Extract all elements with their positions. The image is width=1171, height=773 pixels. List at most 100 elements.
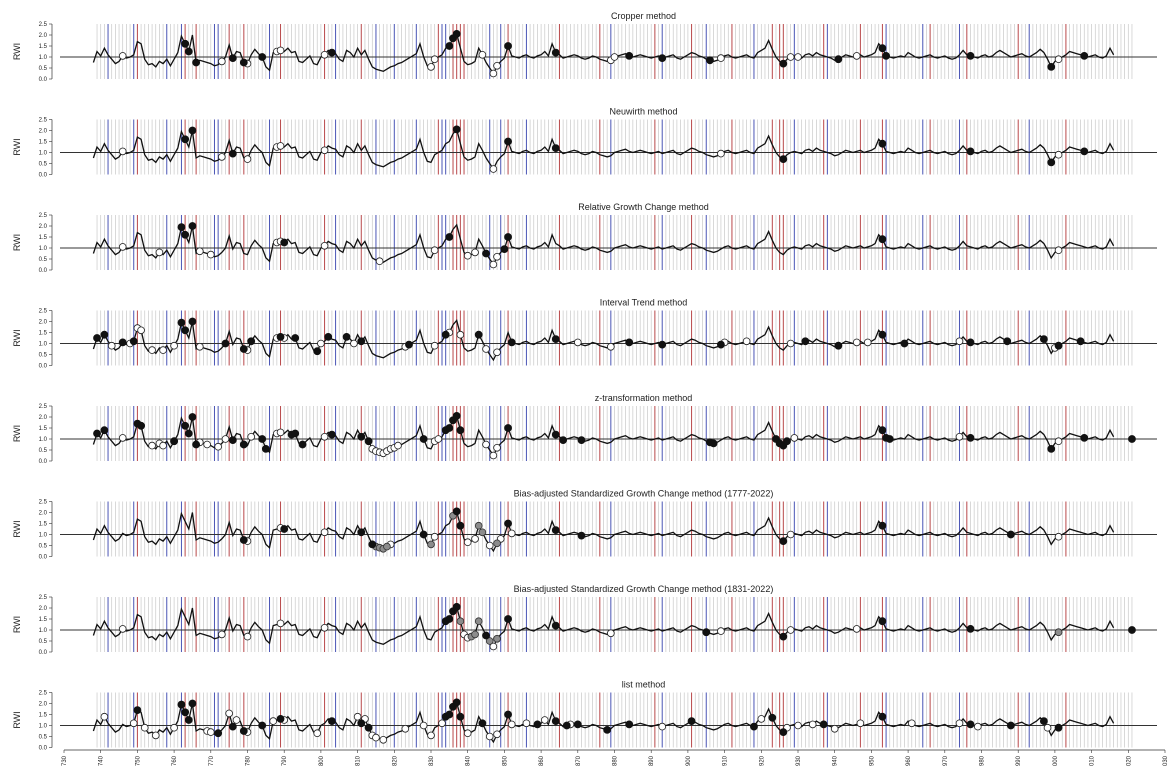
negative-year-marker [320, 146, 329, 155]
positive-year-marker [878, 617, 887, 626]
positive-year-marker [625, 52, 634, 60]
positive-year-marker [181, 421, 190, 430]
positive-year-marker [188, 222, 197, 230]
positive-year-marker [188, 699, 197, 708]
positive-year-marker [280, 525, 289, 533]
panel-7: Bias-adjusted Standardized Growth Change… [12, 584, 1157, 656]
negative-year-marker [489, 451, 498, 460]
negative-year-marker [485, 541, 494, 550]
panel-2: Neuwirth method 0.0 0.5 1.0 1.5 2.0 2.5 RWI [12, 107, 1157, 179]
positive-year-marker [482, 631, 490, 640]
positive-year-marker [239, 536, 248, 544]
negative-year-marker [794, 721, 802, 730]
negative-year-marker [430, 246, 439, 255]
rwi-line [92, 223, 1115, 266]
x-tick-label: 830 [429, 755, 435, 766]
negative-year-marker [353, 712, 362, 721]
positive-year-marker [342, 332, 351, 341]
negative-year-marker [786, 626, 795, 634]
positive-year-marker [779, 537, 788, 545]
negative-year-marker [118, 625, 127, 633]
markers [93, 411, 1136, 460]
negative-year-marker [856, 719, 865, 728]
positive-year-marker [100, 426, 109, 435]
positive-year-marker [357, 337, 366, 346]
x-tick-label: 740 [99, 755, 105, 766]
negative-year-marker [107, 341, 116, 350]
negative-year-marker [218, 57, 226, 66]
x-tick-label: 960 [906, 755, 912, 766]
positive-year-marker [779, 728, 788, 736]
rwi-line [92, 319, 1115, 362]
y-tick-label: 2.5 [39, 500, 48, 506]
positive-year-marker [801, 337, 810, 346]
negative-year-marker [118, 52, 127, 60]
positive-year-marker [966, 625, 975, 633]
negative-year-marker [350, 339, 358, 348]
x-tick-label: 750 [135, 755, 141, 766]
positive-year-marker [1054, 341, 1063, 350]
x-tick-label: 810 [356, 755, 362, 766]
negative-year-marker [456, 330, 465, 339]
negative-year-marker [379, 735, 388, 744]
y-tick-label: 1.5 [39, 331, 48, 337]
y-tick-label: 1.0 [39, 342, 48, 348]
negative-year-marker [320, 242, 329, 250]
negative-year-marker [317, 339, 325, 348]
positive-year-marker [966, 52, 975, 60]
positive-year-marker [445, 233, 454, 241]
negative-year-marker [522, 719, 531, 728]
positive-year-marker [658, 340, 667, 349]
rwi-line [92, 128, 1115, 171]
y-tick-label: 0.0 [39, 364, 48, 370]
y-tick-label: 2.5 [39, 22, 48, 28]
y-tick-label: 1.0 [39, 55, 48, 61]
x-tick-label: 980 [980, 755, 986, 766]
grey-year-marker [485, 637, 494, 645]
y-tick-label: 0.5 [39, 639, 48, 645]
negative-year-marker [243, 155, 252, 163]
positive-year-marker [533, 720, 542, 729]
negative-year-marker [140, 723, 149, 732]
positive-year-marker [276, 715, 285, 723]
positive-year-marker [1039, 335, 1048, 343]
positive-year-marker [93, 429, 101, 438]
year-lines [96, 119, 1133, 175]
negative-year-marker [372, 733, 380, 742]
y-tick-label: 0.0 [39, 268, 48, 274]
negative-year-marker [493, 730, 501, 739]
x-tick-label: 030 [1163, 755, 1169, 766]
positive-year-marker [364, 723, 373, 732]
positive-year-marker [445, 710, 454, 719]
negative-year-marker [427, 63, 435, 71]
positive-year-marker [878, 712, 887, 721]
x-tick-label: 940 [833, 755, 839, 766]
negative-year-marker [320, 528, 329, 537]
negative-year-marker [471, 248, 479, 257]
positive-year-marker [452, 125, 461, 134]
negative-year-marker [482, 440, 490, 449]
negative-year-marker [717, 54, 725, 62]
positive-year-marker [452, 30, 461, 38]
negative-year-marker [717, 149, 725, 158]
positive-year-marker [1047, 158, 1056, 167]
negative-year-marker [786, 530, 795, 539]
negative-year-marker [489, 260, 498, 269]
panel-title: Interval Trend method [600, 298, 688, 308]
positive-year-marker [280, 238, 289, 247]
positive-year-marker [313, 347, 322, 356]
y-tick-label: 2.5 [39, 691, 48, 697]
y-tick-label: 0.5 [39, 735, 48, 741]
x-tick-label: 790 [282, 755, 288, 766]
negative-year-marker [489, 165, 498, 173]
positive-year-marker [819, 720, 828, 729]
positive-year-marker [357, 719, 366, 728]
positive-year-marker [478, 719, 487, 728]
positive-year-marker [328, 48, 336, 57]
x-tick-label: 770 [209, 755, 215, 766]
positive-year-marker [445, 42, 454, 50]
y-axis-label: RWI [12, 711, 22, 728]
positive-year-marker [779, 632, 788, 641]
negative-year-marker [463, 538, 472, 546]
markers [118, 222, 1063, 269]
